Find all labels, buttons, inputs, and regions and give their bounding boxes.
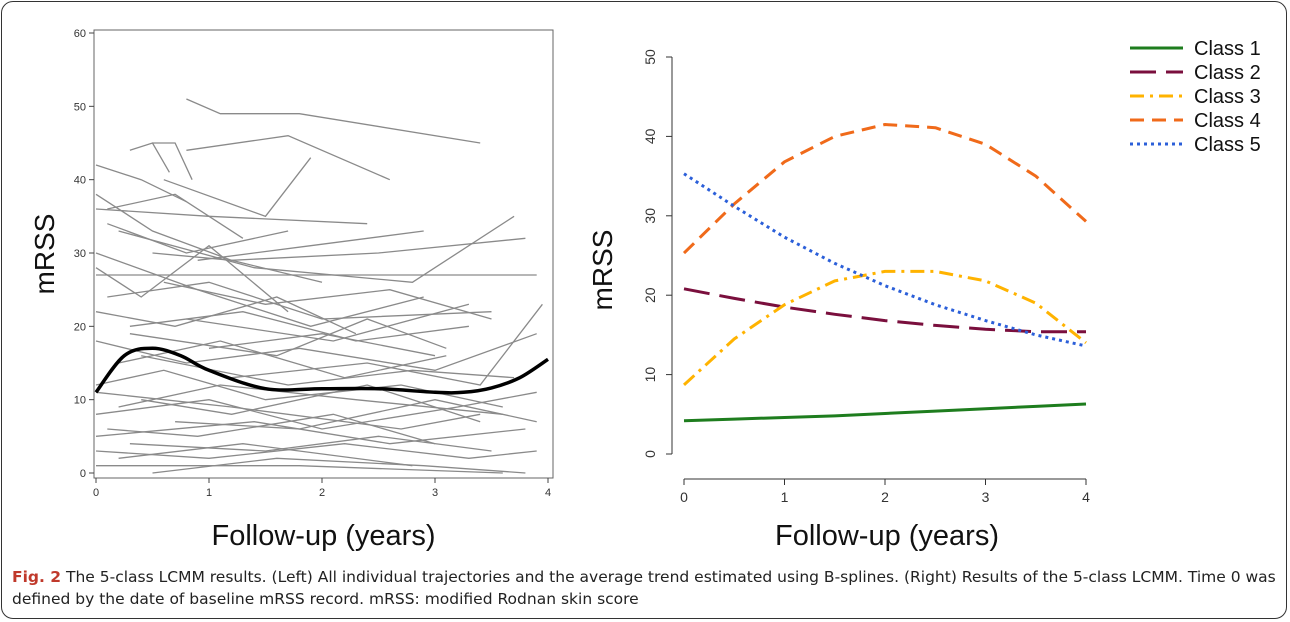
right-xtick-label-1: 1: [781, 489, 789, 505]
individual-trajectory-8: [152, 237, 526, 261]
right-xtick-label-2: 2: [881, 489, 889, 505]
right-x-axis-title: Follow-up (years): [775, 520, 999, 552]
caption-label: Fig. 2: [12, 568, 62, 586]
individual-trajectory-18: [95, 391, 537, 430]
individual-trajectory-11: [95, 252, 424, 327]
individual-trajectory-23: [118, 443, 413, 467]
right-ytick-label-2: 20: [642, 287, 658, 303]
figure-caption: Fig. 2 The 5-class LCMM results. (Left) …: [12, 566, 1278, 610]
individual-trajectory-29: [197, 230, 424, 261]
individual-trajectory-14: [95, 333, 537, 371]
left-plot-frame: [93, 29, 554, 479]
series-line-class-3: [682, 269, 1087, 387]
individual-trajectory-26: [95, 296, 357, 335]
individual-trajectory-17: [141, 384, 481, 423]
individual-trajectory-22: [95, 443, 537, 459]
left-ytick-label-1: 10: [74, 395, 86, 407]
individual-trajectory-32: [231, 303, 543, 386]
individual-trajectory-0: [186, 98, 481, 144]
right-ytick-label-5: 50: [642, 49, 658, 65]
caption-text: The 5-class LCMM results. (Left) All ind…: [12, 568, 1276, 608]
right-ytick-label-0: 0: [642, 450, 658, 458]
individual-trajectory-35: [175, 399, 537, 430]
left-ytick-label-6: 60: [74, 28, 86, 40]
individual-trajectory-6: [163, 157, 312, 218]
individual-trajectory-20: [95, 421, 526, 445]
individual-trajectory-39: [186, 303, 470, 342]
legend-label-class-1: Class 1: [1194, 38, 1261, 60]
left-mean-trend-line: [94, 346, 549, 395]
individual-trajectory-27: [163, 281, 492, 320]
left-individual-trajectories: [95, 98, 543, 474]
individual-trajectory-21: [129, 435, 492, 452]
legend-label-class-4: Class 4: [1194, 110, 1261, 132]
legend-label-class-5: Class 5: [1194, 134, 1261, 156]
individual-trajectory-38: [95, 244, 289, 313]
left-ytick-label-0: 0: [80, 468, 86, 480]
individual-trajectory-7: [95, 208, 368, 225]
individual-trajectory-31: [208, 333, 436, 357]
individual-trajectory-3: [95, 164, 187, 203]
individual-trajectory-5: [107, 193, 244, 239]
individual-trajectory-33: [141, 355, 515, 386]
series-line-class-1: [683, 402, 1087, 423]
legend-label-class-2: Class 2: [1194, 62, 1261, 84]
individual-trajectory-24: [96, 465, 503, 474]
left-y-axis-title: mRSS: [29, 214, 60, 295]
left-xtick-label-4: 4: [545, 487, 551, 499]
individual-trajectory-10: [118, 215, 515, 283]
right-ytick-label-3: 30: [642, 208, 658, 224]
left-ytick-label-5: 50: [74, 101, 86, 113]
right-ytick-label-1: 10: [642, 367, 658, 383]
right-xtick-label-0: 0: [680, 489, 688, 505]
left-xtick-label-1: 1: [206, 487, 212, 499]
individual-trajectory-36: [95, 391, 481, 430]
left-chart: 0 10 20 30 40 50 60 0 1 2 3 4 mRSS Follow-up (years): [29, 28, 554, 552]
individual-trajectory-2: [129, 142, 170, 173]
left-ytick-label-4: 40: [74, 175, 86, 187]
right-ytick-label-4: 40: [642, 128, 658, 144]
individual-trajectory-25: [152, 457, 526, 474]
legend-label-class-3: Class 3: [1194, 86, 1261, 108]
right-xtick-label-4: 4: [1082, 489, 1090, 505]
left-xtick-label-3: 3: [432, 487, 438, 499]
series-line-class-5: [683, 172, 1087, 348]
individual-trajectory-34: [118, 384, 503, 415]
right-xtick-label-3: 3: [982, 489, 990, 505]
left-xtick-label-2: 2: [319, 487, 325, 499]
right-y-axis-title: mRSS: [587, 230, 618, 311]
individual-trajectory-4: [186, 135, 391, 181]
individual-trajectory-30: [95, 193, 323, 283]
left-x-axis-title: Follow-up (years): [212, 520, 436, 552]
individual-trajectory-1: [152, 142, 193, 180]
individual-trajectory-19: [107, 413, 436, 445]
individual-trajectory-37: [129, 318, 447, 357]
series-line-class-2: [683, 287, 1086, 334]
series-line-class-4: [682, 123, 1088, 255]
individual-trajectory-28: [107, 223, 289, 254]
left-ytick-label-3: 30: [74, 248, 86, 260]
left-xtick-label-0: 0: [93, 487, 99, 499]
left-ytick-label-2: 20: [74, 321, 86, 333]
